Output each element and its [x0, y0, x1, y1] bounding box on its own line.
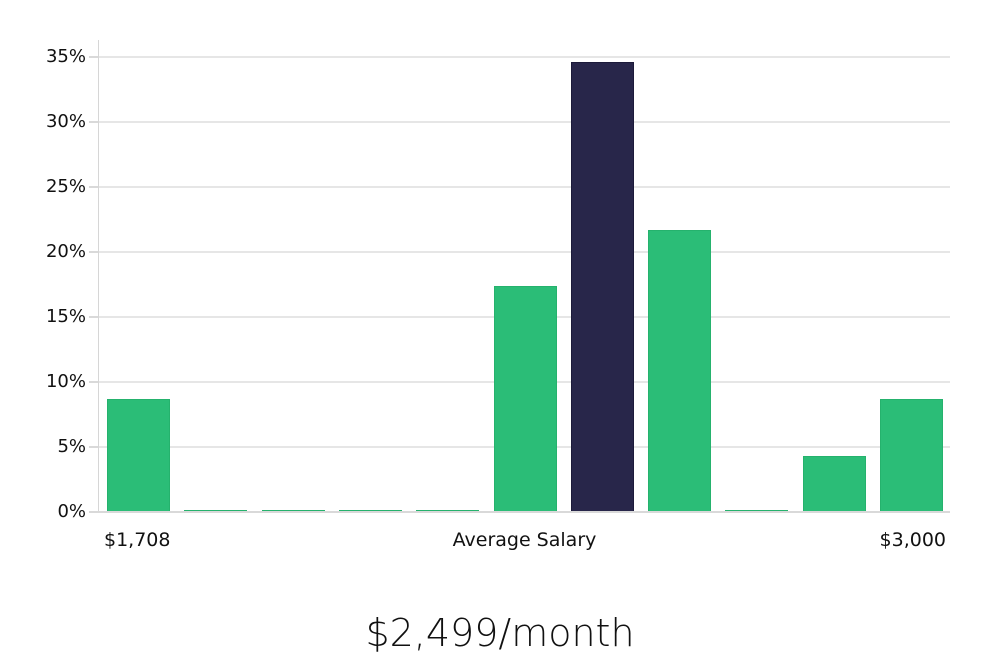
- gridline: [89, 56, 950, 58]
- y-tick-mark: [89, 186, 99, 188]
- y-tick-label: 15%: [45, 306, 86, 327]
- y-tick-label: 10%: [45, 371, 86, 392]
- min-salary-label: $1,708: [104, 529, 171, 551]
- gridline: [89, 121, 950, 123]
- bar: [493, 285, 557, 512]
- bar-highlighted: [570, 62, 634, 512]
- y-tick-mark: [89, 56, 99, 58]
- y-tick-mark: [89, 316, 99, 318]
- bar: [107, 398, 170, 512]
- y-tick-label: 35%: [45, 46, 86, 67]
- salary-histogram: 0% 5% 10% 15% 20% 25% 30% 35% $1,708 Average Sa…: [45, 40, 950, 551]
- y-tick-label: 30%: [45, 111, 86, 132]
- average-salary-summary: $2,499/month: [365, 611, 635, 655]
- y-tick-label: 0%: [57, 501, 86, 522]
- y-tick-label: 25%: [45, 176, 86, 197]
- gridline: [89, 251, 950, 253]
- y-tick-label: 5%: [57, 436, 86, 457]
- y-axis-line: [98, 40, 99, 513]
- bar: [648, 229, 712, 512]
- y-tick-label: 20%: [45, 241, 86, 262]
- y-tick-mark: [89, 121, 99, 123]
- max-salary-label: $3,000: [879, 529, 946, 551]
- x-axis-line: [89, 511, 950, 513]
- y-tick-mark: [89, 381, 99, 383]
- bar: [802, 456, 866, 512]
- gridline: [89, 186, 950, 188]
- bar: [880, 398, 943, 512]
- y-tick-mark: [89, 251, 99, 253]
- y-tick-mark: [89, 446, 99, 448]
- x-axis-title: Average Salary: [452, 529, 597, 551]
